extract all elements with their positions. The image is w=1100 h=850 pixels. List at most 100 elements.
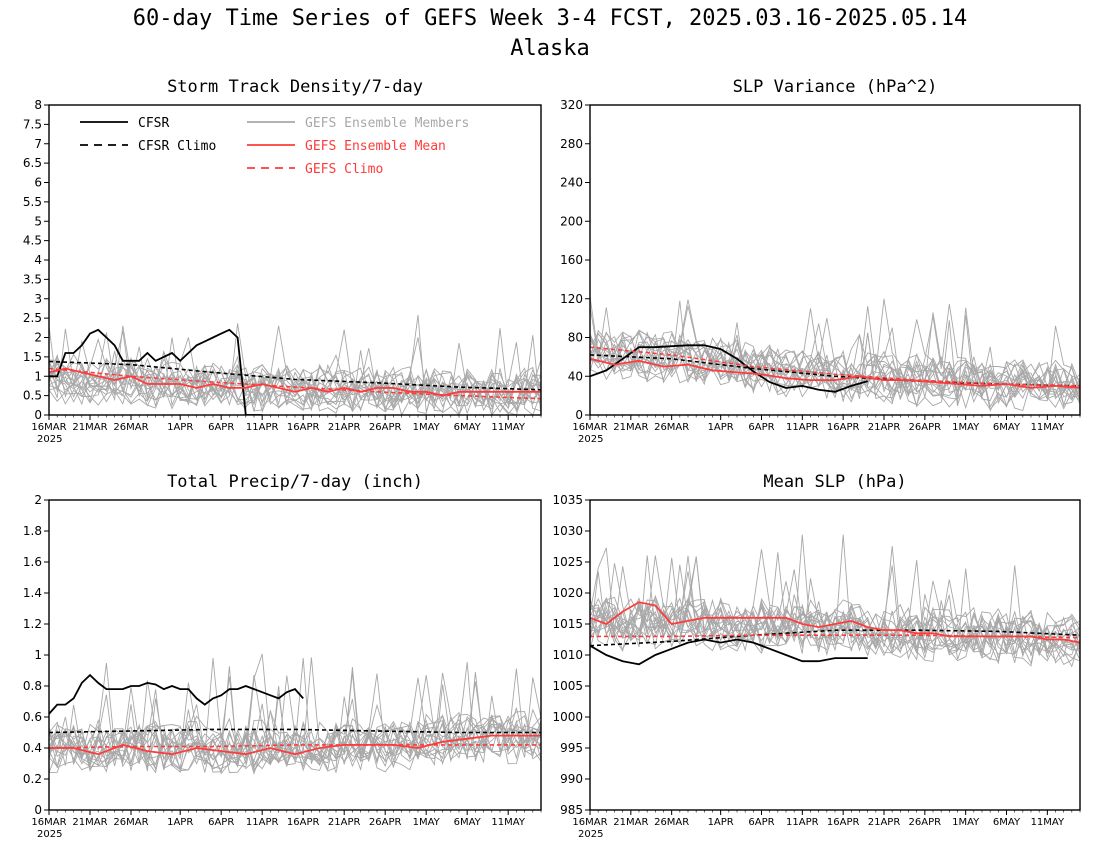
ensemble-member-line [49,662,541,773]
x-tick-label: 21APR [328,817,361,828]
ensemble-member-line [590,332,1080,405]
x-tick-label: 16MAR [572,422,607,433]
series-gefs-ensemble-mean [49,367,541,397]
legend-label: GEFS Ensemble Mean [305,139,446,154]
ensemble-member-line [590,333,1080,408]
ensemble-member-line [49,676,541,766]
x-tick-label: 1APR [167,817,193,828]
y-tick-label: 2 [34,331,42,345]
ensemble-member-line [49,657,541,771]
chart-panel-4: Mean SLP (hPa) 985 990 995 1000 1005 1010 1015 1… [552,472,1081,840]
x-tick-label: 21MAR [613,422,648,433]
series-gefs-ensemble-mean [49,734,541,756]
y-tick-label: 4.5 [23,234,42,248]
page-title: 60-day Time Series of GEFS Week 3-4 FCST… [132,6,968,31]
x-tick-label: 1MAY [413,422,441,433]
legend: CFSR CFSR Climo GEFS Ensemble Members GEFS … [80,116,469,177]
y-tick-label: 995 [560,741,583,755]
page-subtitle: Alaska [510,36,590,61]
ensemble-member-line [590,298,1080,400]
x-tick-label: 11APR [786,422,819,433]
x-tick-label: 1APR [708,422,734,433]
series-gefs-climo [590,346,1080,387]
y-tick-label: 6 [34,176,42,190]
x-tick-label: 1MAY [952,817,980,828]
y-tick-label: 1 [34,648,42,662]
ensemble-member-line [49,722,541,775]
y-tick-label: 0.8 [23,679,42,693]
ensemble-member-line [49,325,541,415]
panel-title: SLP Variance (hPa^2) [733,77,938,97]
y-tick-label: 1.2 [23,617,42,631]
ensemble-member-line [590,314,1080,412]
y-tick-label: 990 [560,772,583,786]
ensemble-member-line [590,546,1080,650]
y-tick-label: 1005 [552,679,583,693]
ensemble-member-line [49,353,541,404]
ensemble-member-line [590,322,1080,409]
y-tick-label: 2 [34,493,42,507]
ensemble-member-line [590,564,1080,668]
series-cfsr-climo [49,360,541,391]
y-tick-label: 8 [34,98,42,112]
ensemble-member-line [590,307,1080,400]
y-tick-label: 200 [560,214,583,228]
x-tick-label: 11MAY [1031,422,1065,433]
x-tick-label: 6MAY [454,422,482,433]
y-tick-label: 6.5 [23,156,42,170]
chart-panel-2: SLP Variance (hPa^2) 0 40 80 120 160 200 240 280… [560,77,1081,445]
y-tick-label: 1.8 [23,524,42,538]
x-tick-label: 1MAY [952,422,980,433]
x-tick-label: 26MAR [654,422,689,433]
x-tick-label: 26APR [909,817,942,828]
plot-area [49,653,541,775]
x-tick-label: 6APR [208,422,234,433]
x-tick-label: 21APR [328,422,361,433]
x-tick-label: 21MAR [72,422,107,433]
y-tick-label: 240 [560,176,583,190]
series-cfsr [590,344,868,393]
x-tick-label: 26APR [369,422,402,433]
y-tick-label: 280 [560,137,583,151]
chart-panel-3: Total Precip/7-day (inch)00.20.40.60.811… [23,472,542,840]
y-tick-label: 1035 [552,493,583,507]
x-tick-label: 16APR [287,422,320,433]
y-tick-label: 120 [560,292,583,306]
y-tick-label: 1.5 [23,350,42,364]
x-tick-label: 26MAR [113,817,148,828]
series-cfsr [590,638,868,666]
y-tick-label: 2.5 [23,311,42,325]
x-tick-label: 21MAR [72,817,107,828]
ensemble-member-line [590,534,1080,662]
x-tick-label: 11MAY [491,817,525,828]
y-tick-label: 40 [568,369,583,383]
x-tick-label: 11APR [786,817,819,828]
y-tick-label: 5 [34,214,42,228]
plot-area [590,534,1080,668]
series-cfsr-climo [49,728,541,734]
y-tick-label: 0 [34,408,42,422]
y-tick-label: 320 [560,98,583,112]
year-label: 2025 [37,829,62,840]
ensemble-member-line [590,597,1080,655]
x-tick-label: 26APR [369,817,402,828]
y-tick-label: 0 [575,408,583,422]
year-label: 2025 [37,434,62,445]
ensemble-member-line [49,343,541,405]
x-tick-label: 26MAR [654,817,689,828]
x-tick-label: 6APR [208,817,234,828]
ensemble-member-line [49,663,541,764]
x-tick-label: 16MAR [572,817,607,828]
plot-area [590,296,1080,412]
y-tick-label: 1025 [552,555,583,569]
legend-label: GEFS Climo [305,162,383,177]
ensemble-member-line [49,653,541,769]
x-tick-label: 6MAY [454,817,482,828]
legend-label: CFSR [138,116,169,131]
x-tick-label: 21APR [868,422,901,433]
y-tick-label: 4 [34,253,42,267]
y-tick-label: 0.5 [23,389,42,403]
y-tick-label: 80 [568,331,583,345]
x-tick-label: 1APR [708,817,734,828]
x-tick-label: 11MAY [491,422,525,433]
